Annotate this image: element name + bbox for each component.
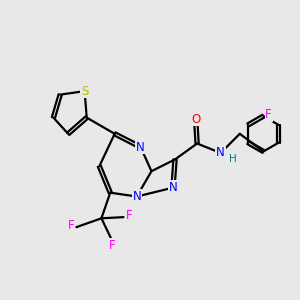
Text: O: O (191, 112, 200, 126)
Text: N: N (136, 141, 145, 154)
Text: N: N (216, 146, 225, 159)
Text: F: F (68, 219, 74, 232)
Text: N: N (169, 181, 177, 194)
Text: S: S (81, 85, 88, 98)
Text: F: F (265, 108, 272, 121)
Text: F: F (108, 238, 115, 252)
Text: N: N (132, 190, 141, 203)
Text: H: H (229, 154, 237, 164)
Text: F: F (125, 209, 132, 222)
